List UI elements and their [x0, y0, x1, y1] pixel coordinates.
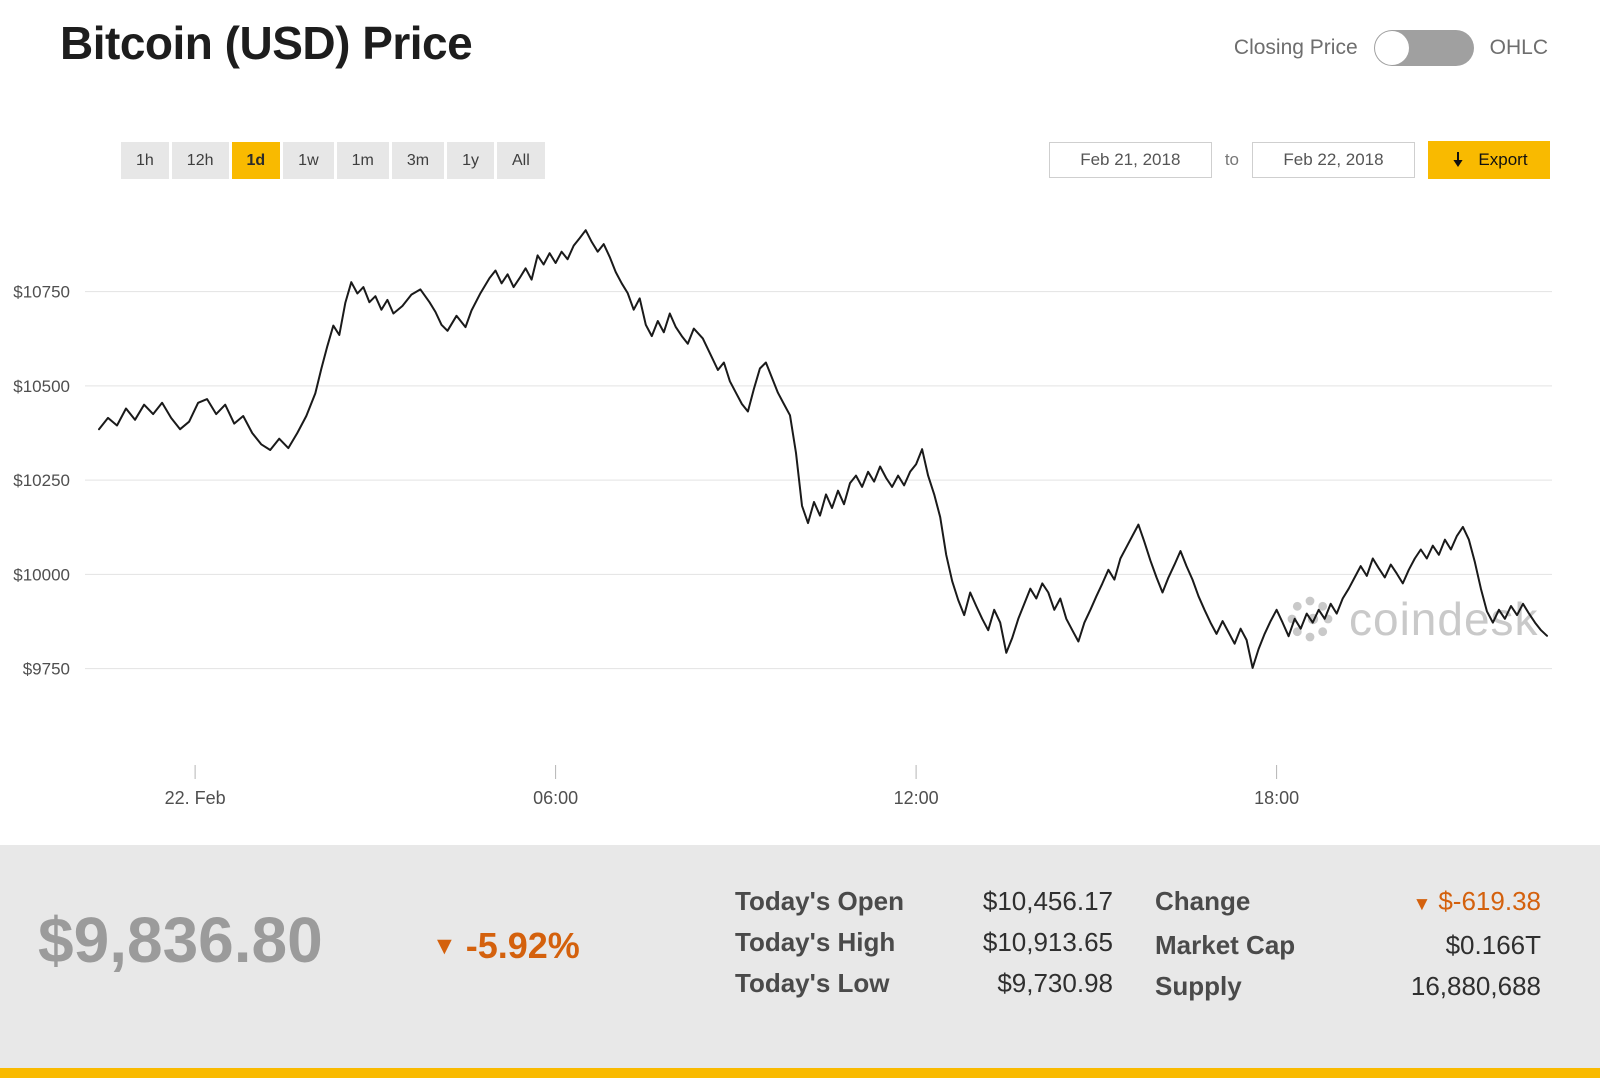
svg-text:$9750: $9750 [23, 660, 70, 679]
date-to-input[interactable]: Feb 22, 2018 [1252, 142, 1415, 178]
export-button-label: Export [1478, 150, 1528, 169]
svg-text:22. Feb: 22. Feb [165, 788, 226, 808]
svg-text:$10250: $10250 [13, 471, 70, 490]
supply-value: 16,880,688 [1410, 971, 1541, 1001]
stat-row-market-cap: Market Cap $0.166T [1155, 925, 1541, 966]
toggle-knob-icon [1374, 31, 1409, 65]
range-button-1y[interactable]: 1y [447, 142, 494, 179]
down-arrow-icon: ▼ [1412, 894, 1432, 915]
date-range-to-label: to [1224, 150, 1239, 169]
svg-text:$10000: $10000 [13, 565, 70, 584]
stat-row-high: Today's High $10,913.65 [735, 922, 1113, 963]
todays-high-label: Today's High [735, 927, 896, 957]
down-arrow-icon: ▼ [432, 931, 457, 960]
svg-text:12:00: 12:00 [894, 788, 939, 808]
todays-open-label: Today's Open [735, 886, 904, 916]
range-button-3m[interactable]: 3m [391, 142, 445, 179]
price-change-percent-value: -5.92% [465, 925, 580, 966]
range-button-1w[interactable]: 1w [283, 142, 334, 179]
price-mode-group: Closing Price OHLC [1234, 30, 1548, 66]
stat-row-supply: Supply 16,880,688 [1155, 966, 1541, 1007]
export-button[interactable]: Export [1428, 141, 1550, 179]
download-icon [1453, 151, 1464, 167]
svg-text:$10500: $10500 [13, 377, 70, 396]
change-value: ▼ $-619.38 [1413, 881, 1541, 925]
change-label: Change [1155, 886, 1251, 916]
coindesk-logo-icon [1287, 596, 1333, 642]
coindesk-watermark: coindesk [1283, 592, 1539, 646]
ohlc-label: OHLC [1489, 36, 1548, 59]
svg-text:18:00: 18:00 [1254, 788, 1299, 808]
stats-column-right: Change ▼ $-619.38 Market Cap $0.166T Supp… [1155, 881, 1541, 1007]
svg-text:06:00: 06:00 [533, 788, 578, 808]
price-change-percent: ▼ -5.92% [432, 925, 580, 967]
change-amount: $-619.38 [1438, 886, 1541, 916]
todays-open-value: $10,456.17 [982, 886, 1113, 916]
date-from-input[interactable]: Feb 21, 2018 [1048, 142, 1212, 178]
range-button-1d[interactable]: 1d [231, 142, 281, 179]
stat-row-low: Today's Low $9,730.98 [735, 963, 1113, 1004]
range-button-all[interactable]: All [497, 142, 545, 179]
market-cap-label: Market Cap [1155, 930, 1296, 960]
stat-row-open: Today's Open $10,456.17 [735, 881, 1113, 922]
date-range-controls: Feb 21, 2018 to Feb 22, 2018 Export [1048, 141, 1550, 179]
closing-price-label: Closing Price [1233, 36, 1358, 59]
bottom-accent-bar [0, 1068, 1600, 1078]
todays-high-value: $10,913.65 [982, 927, 1113, 957]
range-button-12h[interactable]: 12h [171, 142, 229, 179]
stats-column-left: Today's Open $10,456.17 Today's High $10… [735, 881, 1113, 1004]
range-button-group: 1h 12h 1d 1w 1m 3m 1y All [121, 142, 545, 179]
page-title: Bitcoin (USD) Price [60, 17, 473, 69]
range-button-1h[interactable]: 1h [121, 142, 169, 179]
market-cap-value: $0.166T [1445, 930, 1541, 960]
todays-low-label: Today's Low [735, 968, 890, 998]
price-chart-svg[interactable]: $10750 $10500 $10250 $10000 $9750 22. Feb 06:0… [0, 195, 1600, 815]
todays-low-value: $9,730.98 [997, 968, 1113, 998]
summary-bar: $9,836.80 ▼ -5.92% Today's Open $10,456.… [0, 845, 1600, 1068]
svg-text:$10750: $10750 [13, 283, 70, 302]
current-price: $9,836.80 [38, 904, 323, 976]
supply-label: Supply [1155, 971, 1242, 1001]
stat-row-change: Change ▼ $-619.38 [1155, 881, 1541, 925]
price-mode-toggle[interactable] [1373, 30, 1474, 66]
coindesk-watermark-text: coindesk [1349, 593, 1539, 645]
range-button-1m[interactable]: 1m [336, 142, 389, 179]
